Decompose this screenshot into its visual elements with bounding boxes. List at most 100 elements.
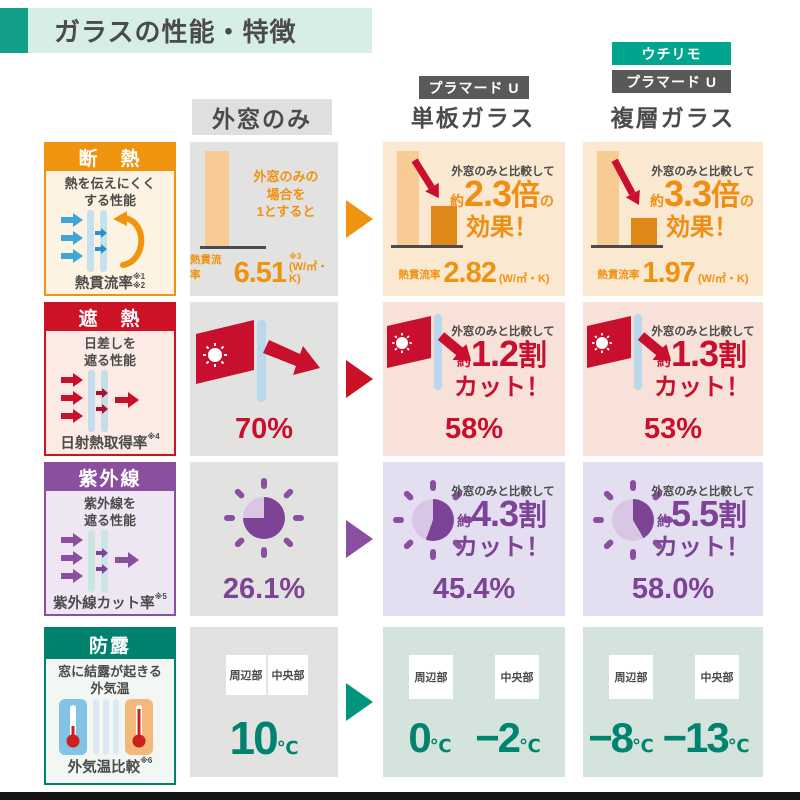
thermometer-icon <box>59 698 161 756</box>
effect-callout: 約 3.3 倍の 効果！ <box>649 173 755 241</box>
compare-note: 外窓のみと比較して <box>451 166 555 178</box>
baseline-cell-anti-condensation: 周辺部 中央部 10 ℃ <box>190 627 338 777</box>
feature-card-anti-condensation: 防露 窓に結露が起きる 外気温 <box>44 627 176 785</box>
compare-note: 外窓のみと比較して <box>451 486 555 498</box>
value-single: 58% <box>444 413 504 445</box>
uchirimo-badge: ウチリモ <box>612 42 731 65</box>
baseline-cell-insulation: 外窓のみの 場合を 1とすると 熱貫流率 6.51 ※3 (W/㎡・K) <box>190 142 338 296</box>
feature-description: 窓に結露が起きる 外気温 <box>58 664 162 697</box>
feature-title-uv: 紫外線 <box>46 464 174 491</box>
row-insulation: 断 熱 熱を伝えにくく する性能 <box>0 142 800 296</box>
flow-arrow-icon <box>346 683 373 721</box>
title-accent-square <box>0 8 28 53</box>
compare-note: 外窓のみと比較して <box>451 326 555 338</box>
flow-arrow-icon <box>346 360 373 398</box>
uv-block-icon <box>61 529 159 592</box>
column-header-single-glass: 単板ガラス <box>410 105 536 131</box>
metric-label-heat-shield: 日射熱取得率 ※4 <box>60 431 160 452</box>
sun-heat-arrow-icon <box>585 314 697 405</box>
metric-label-insulation: 熱貫流率 ※1 ※2 <box>74 271 146 292</box>
effect-callout: 約 2.3 倍の 効果！ <box>449 173 555 241</box>
baseline-bar <box>397 151 419 245</box>
edge-label: 周辺部 <box>409 655 453 699</box>
effect-callout: 約 5.5 割 カット！ <box>654 493 750 561</box>
sun-heat-arrow-icon <box>385 314 497 405</box>
feature-title-heat-shield: 遮 熱 <box>46 304 174 331</box>
u-value-double: 熱貫流率 1.97 (W/㎡・K) <box>597 257 749 290</box>
uv-sun-pie-icon <box>222 476 306 560</box>
flow-arrow-icon <box>346 520 373 558</box>
uv-sun-pie-icon <box>591 478 675 562</box>
double-cell-anti-condensation: 周辺部 中央部 −8 ℃ −13 ℃ <box>583 627 763 777</box>
metric-refs: ※1 ※2 <box>132 271 146 291</box>
bottom-border-bar <box>0 792 800 800</box>
compare-note: 外窓のみと比較して <box>651 326 755 338</box>
baseline-bar <box>597 151 619 245</box>
value-single: 45.4% <box>432 573 516 605</box>
edge-label: 周辺部 <box>226 655 266 695</box>
single-cell-anti-condensation: 周辺部 中央部 0 ℃ −2 ℃ <box>383 627 565 777</box>
row-heat-shield: 遮 熱 日差しを 遮る性能 <box>0 302 800 456</box>
value-baseline: 70% <box>234 413 294 445</box>
effect-callout: 約 1.3 割 カット！ <box>654 333 750 401</box>
effect-callout: 約 4.3 割 カット！ <box>454 493 550 561</box>
feature-description: 日差しを 遮る性能 <box>83 336 136 368</box>
center-label: 中央部 <box>695 655 739 699</box>
insulation-icon <box>61 209 159 272</box>
result-bar <box>631 218 657 245</box>
double-cell-heat-shield: 外窓のみと比較して 約 1.3 割 カット！ 53% <box>583 302 763 456</box>
page-title: ガラスの性能・特徴 <box>54 17 297 47</box>
column-header-double-glass: 複層ガラス <box>610 105 736 131</box>
value-double: 58.0% <box>631 573 715 605</box>
center-label: 中央部 <box>495 655 539 699</box>
heat-shield-icon <box>61 369 159 432</box>
single-cell-insulation: 外窓のみと比較して 約 2.3 倍の 効果！ 熱貫流率 2.82 (W/㎡・K) <box>383 142 565 296</box>
metric-label-anti-condensation: 外気温比較 ※6 <box>67 756 153 776</box>
column-header-baseline: 外窓のみ <box>192 99 332 135</box>
row-uv: 紫外線 紫外線を 遮る性能 <box>0 462 800 616</box>
u-value-single: 熱貫流率 2.82 (W/㎡・K) <box>398 257 550 290</box>
double-cell-insulation: 外窓のみと比較して 約 3.3 倍の 効果！ 熱貫流率 1.97 (W/㎡・K) <box>583 142 763 296</box>
uv-sun-pie-icon <box>391 478 475 562</box>
title-band: ガラスの性能・特徴 <box>28 8 372 53</box>
metric-label-uv: 紫外線カット率 ※5 <box>53 591 167 612</box>
bar-axis-line <box>591 245 663 248</box>
value-double: 53% <box>643 413 703 445</box>
edge-label: 周辺部 <box>609 655 653 699</box>
feature-title-anti-condensation: 防露 <box>46 629 174 660</box>
temperature-center: −2 ℃ <box>475 714 541 762</box>
bar-axis-line <box>200 246 266 249</box>
plamado-badge-double: プラマード U <box>612 70 731 93</box>
bar-axis-line <box>391 245 463 248</box>
result-bar <box>431 206 457 245</box>
single-cell-uv: 外窓のみと比較して 約 4.3 割 カット！ 45.4% <box>383 462 565 616</box>
feature-title-insulation: 断 熱 <box>46 144 174 171</box>
temperature-edge: −8 ℃ <box>588 714 654 762</box>
metric-refs: ※5 <box>154 591 167 601</box>
plamado-badge-single: プラマード U <box>419 76 529 99</box>
feature-description: 紫外線を 遮る性能 <box>83 496 136 528</box>
compare-note: 外窓のみと比較して <box>651 166 755 178</box>
single-cell-heat-shield: 外窓のみと比較して 約 1.2 割 カット！ 58% <box>383 302 565 456</box>
feature-card-uv: 紫外線 紫外線を 遮る性能 <box>44 462 176 616</box>
double-cell-uv: 外窓のみと比較して 約 5.5 割 カット！ 58.0% <box>583 462 763 616</box>
compare-note: 外窓のみと比較して <box>651 486 755 498</box>
metric-refs: ※4 <box>147 431 160 441</box>
metric-refs: ※6 <box>140 756 153 765</box>
baseline-cell-uv: 26.1% <box>190 462 338 616</box>
feature-card-heat-shield: 遮 熱 日差しを 遮る性能 <box>44 302 176 456</box>
effect-callout: 約 1.2 割 カット！ <box>454 333 550 401</box>
baseline-bar <box>205 151 229 246</box>
u-value-baseline: 熱貫流率 6.51 ※3 (W/㎡・K) <box>190 251 329 290</box>
temperature-edge: 0 ℃ <box>408 714 452 762</box>
sun-heat-arrow-icon <box>194 318 330 417</box>
temperature-baseline: 10 ℃ <box>229 712 299 765</box>
center-label: 中央部 <box>268 655 308 695</box>
feature-description: 熱を伝えにくく する性能 <box>64 176 156 208</box>
flow-arrow-icon <box>346 200 373 238</box>
value-baseline: 26.1% <box>222 573 306 605</box>
feature-card-insulation: 断 熱 熱を伝えにくく する性能 <box>44 142 176 296</box>
row-anti-condensation: 防露 窓に結露が起きる 外気温 <box>0 627 800 785</box>
baseline-cell-heat-shield: 70% <box>190 302 338 456</box>
